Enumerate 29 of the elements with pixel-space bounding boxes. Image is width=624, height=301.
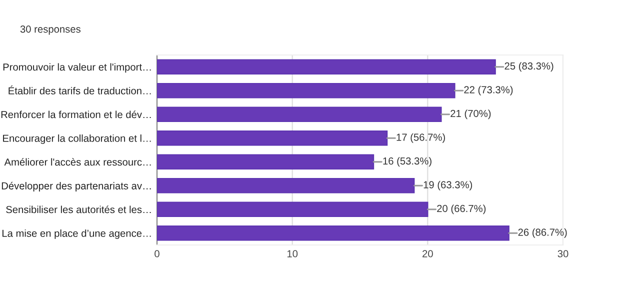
bar: [157, 59, 496, 75]
x-tick-label: 20: [422, 250, 433, 258]
bar: [157, 202, 428, 218]
y-tick-label: Promouvoir la valeur et l'import…: [3, 63, 151, 73]
data-label: 16 (53.3%): [383, 157, 432, 167]
y-tick-label: Établir des tarifs de traduction…: [8, 86, 151, 94]
y-tick-label: La mise en place d’une agence…: [2, 229, 151, 239]
bar: [157, 225, 510, 241]
y-tick-label: Améliorer l'accès aux ressourc…: [4, 158, 151, 166]
bar: [157, 106, 442, 122]
data-label: 17 (56.7%): [396, 133, 445, 143]
data-label: 20 (66.7%): [437, 204, 486, 214]
data-label: 26 (86.7%): [518, 228, 567, 238]
text: 30 responses: [20, 26, 81, 35]
data-label: 22 (73.3%): [464, 86, 513, 96]
bar: [157, 130, 388, 146]
data-label: 21 (70%): [450, 110, 491, 120]
x-tick-label: 30: [558, 250, 568, 258]
y-tick-label: Développer des partenariats av…: [2, 182, 151, 192]
x-tick-label: 10: [287, 250, 298, 258]
y-tick-label: Sensibiliser les autorités et les…: [6, 206, 151, 214]
bar: [157, 82, 456, 98]
bar: [157, 178, 415, 194]
y-tick-label: Encourager la collaboration et l…: [3, 134, 151, 144]
x-tick-label: 0: [154, 250, 160, 258]
data-label: 19 (63.3%): [424, 180, 472, 190]
y-tick-label: Renforcer la formation et le dév…: [1, 110, 151, 118]
data-label: 25 (83.3%): [504, 62, 554, 72]
bar: [157, 154, 374, 170]
